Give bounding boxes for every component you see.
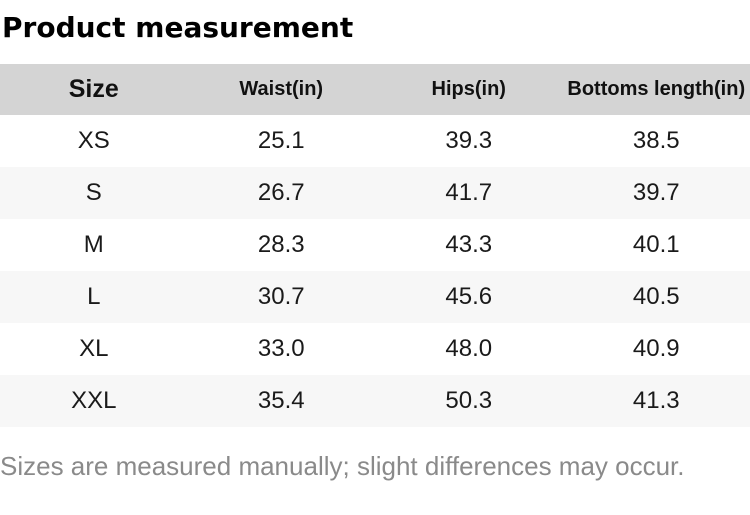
table-row-l: L 30.7 45.6 40.5 xyxy=(0,271,750,323)
page-title: Product measurement xyxy=(2,13,750,43)
bottoms-length-cell: 40.1 xyxy=(563,219,750,271)
column-header-waist: Waist(in) xyxy=(188,64,376,115)
table-head: Size Waist(in) Hips(in) Bottoms length(i… xyxy=(0,64,750,115)
table-row-xs: XS 25.1 39.3 38.5 xyxy=(0,115,750,167)
table-header-row: Size Waist(in) Hips(in) Bottoms length(i… xyxy=(0,64,750,115)
bottoms-length-cell: 40.9 xyxy=(563,323,750,375)
table-row-xl: XL 33.0 48.0 40.9 xyxy=(0,323,750,375)
hips-cell: 41.7 xyxy=(375,167,563,219)
bottoms-length-cell: 38.5 xyxy=(563,115,750,167)
table-body: XS 25.1 39.3 38.5 S 26.7 41.7 39.7 M 28.… xyxy=(0,115,750,427)
waist-cell: 30.7 xyxy=(188,271,376,323)
hips-cell: 45.6 xyxy=(375,271,563,323)
waist-cell: 33.0 xyxy=(188,323,376,375)
measurement-table: Size Waist(in) Hips(in) Bottoms length(i… xyxy=(0,64,750,427)
table-row-m: M 28.3 43.3 40.1 xyxy=(0,219,750,271)
hips-cell: 48.0 xyxy=(375,323,563,375)
hips-cell: 43.3 xyxy=(375,219,563,271)
size-cell: L xyxy=(0,271,188,323)
size-cell: S xyxy=(0,167,188,219)
product-measurement-panel: Product measurement Size Waist(in) Hips(… xyxy=(0,13,750,515)
waist-cell: 26.7 xyxy=(188,167,376,219)
bottoms-length-cell: 40.5 xyxy=(563,271,750,323)
bottoms-length-cell: 39.7 xyxy=(563,167,750,219)
hips-cell: 39.3 xyxy=(375,115,563,167)
table-row-s: S 26.7 41.7 39.7 xyxy=(0,167,750,219)
size-cell: XS xyxy=(0,115,188,167)
size-cell: M xyxy=(0,219,188,271)
column-header-hips: Hips(in) xyxy=(375,64,563,115)
table-row-xxl: XXL 35.4 50.3 41.3 xyxy=(0,375,750,427)
bottoms-length-cell: 41.3 xyxy=(563,375,750,427)
size-cell: XXL xyxy=(0,375,188,427)
column-header-bottoms-length: Bottoms length(in) xyxy=(563,64,750,115)
measurement-note: Sizes are measured manually; slight diff… xyxy=(0,451,750,482)
waist-cell: 28.3 xyxy=(188,219,376,271)
size-cell: XL xyxy=(0,323,188,375)
waist-cell: 35.4 xyxy=(188,375,376,427)
hips-cell: 50.3 xyxy=(375,375,563,427)
waist-cell: 25.1 xyxy=(188,115,376,167)
column-header-size: Size xyxy=(0,64,188,115)
